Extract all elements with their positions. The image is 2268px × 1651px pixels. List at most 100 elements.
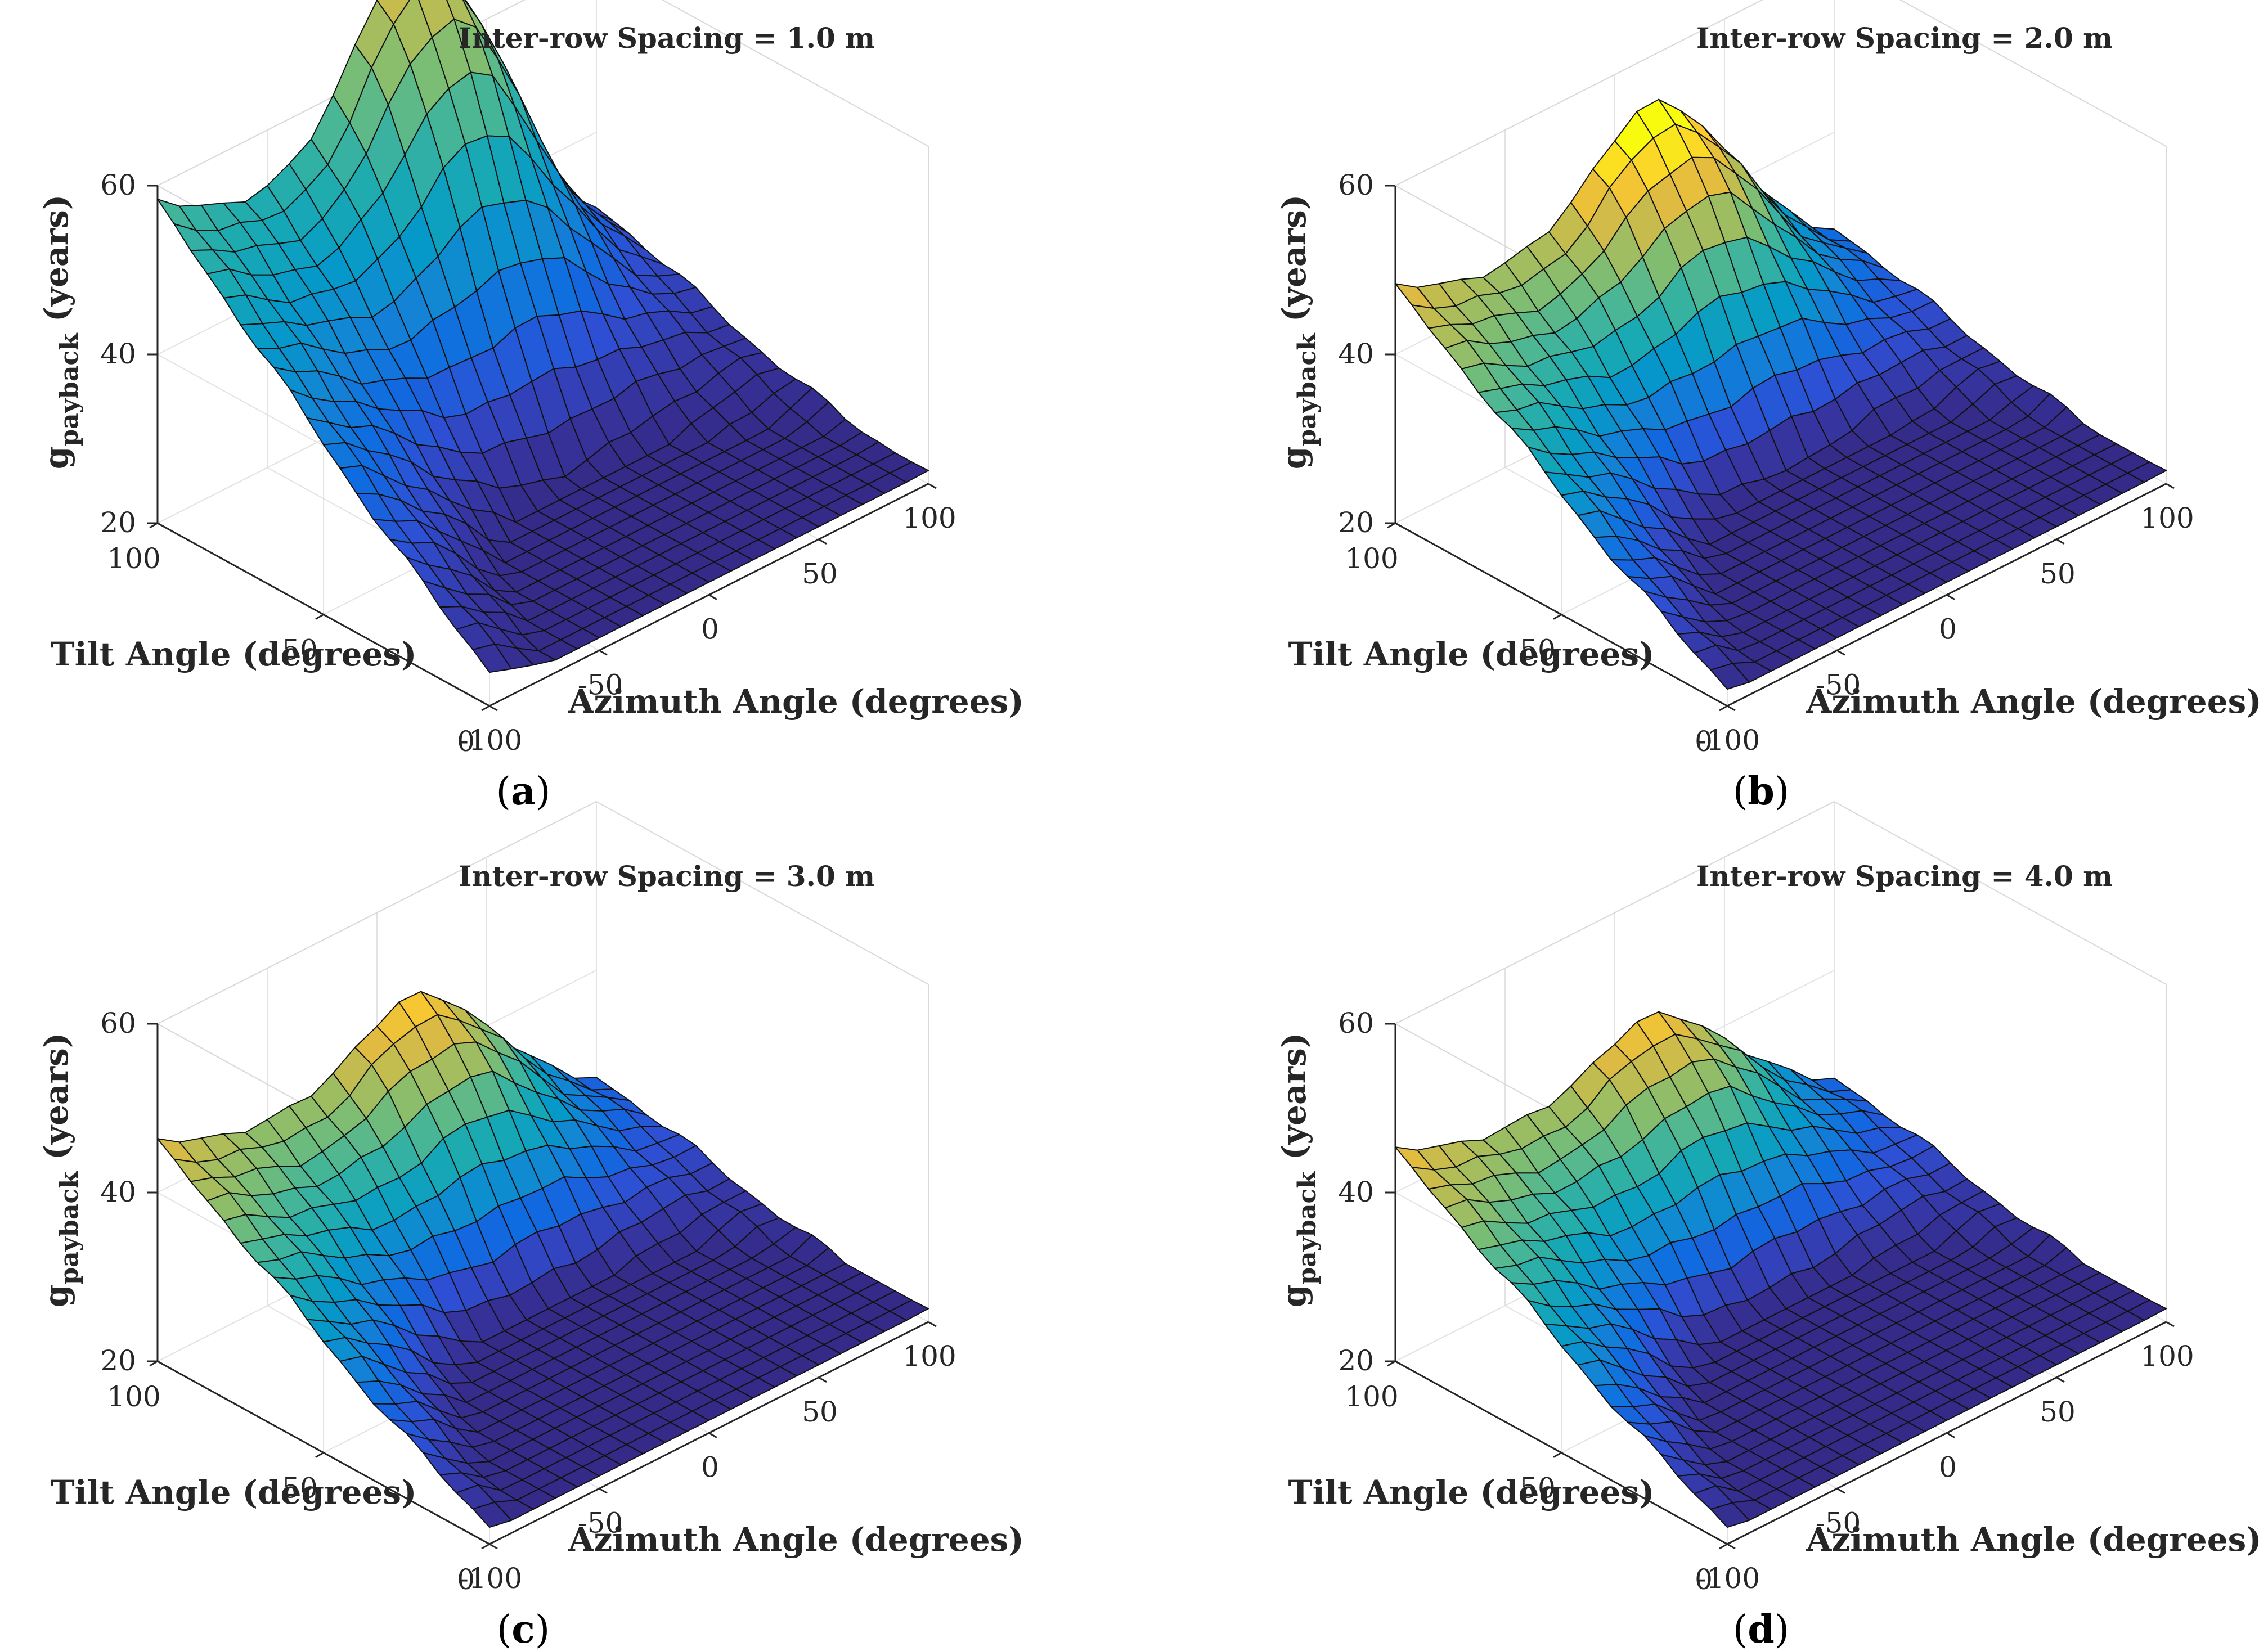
- azimuth-axis-label: Azimuth Angle (degrees): [568, 1520, 1023, 1559]
- panel-caption: (b): [1733, 769, 1790, 814]
- azimuth-tick-label: -50: [1816, 1506, 1861, 1539]
- tilt-tick-mark: [481, 1543, 490, 1550]
- payback-axis-label: gpayback (years): [37, 195, 84, 469]
- azimuth-tick-label: -50: [578, 1506, 623, 1539]
- azimuth-tick-label: 100: [902, 502, 956, 534]
- azimuth-axis-label: Azimuth Angle (degrees): [1806, 682, 2261, 721]
- payback-axis-label: gpayback (years): [1275, 1033, 1322, 1307]
- surface-patch: [472, 643, 512, 673]
- azimuth-tick-label: 100: [902, 1340, 956, 1373]
- azimuth-tick-mark: [2166, 483, 2175, 489]
- payback-surface: [157, 0, 929, 673]
- azimuth-tick-label: -100: [459, 1562, 522, 1595]
- tilt-tick-label: 100: [1345, 542, 1398, 575]
- tilt-axis-label: Tilt Angle (degrees): [51, 1473, 417, 1511]
- azimuth-tick-label: -100: [1697, 724, 1760, 757]
- panel-caption: (a): [496, 769, 550, 814]
- z-tick-label: 60: [1338, 1007, 1374, 1040]
- tilt-tick-label: 50: [1520, 634, 1556, 667]
- azimuth-tick-mark: [928, 483, 937, 489]
- azimuth-tick-label: 0: [701, 613, 719, 646]
- z-tick-label: 20: [100, 1344, 136, 1377]
- azimuth-tick-label: 50: [2040, 557, 2076, 590]
- tilt-axis-label: Tilt Angle (degrees): [1288, 635, 1655, 673]
- azimuth-tick-mark: [2056, 1376, 2065, 1383]
- azimuth-tick-mark: [489, 1543, 498, 1550]
- azimuth-tick-mark: [1946, 594, 1955, 600]
- z-tick-label: 60: [1338, 169, 1374, 201]
- azimuth-tick-label: 50: [2040, 1396, 2076, 1428]
- z-tick-label: 20: [1338, 1344, 1374, 1377]
- z-tick-label: 40: [1338, 338, 1374, 370]
- z-tick-label: 40: [1338, 1176, 1374, 1208]
- azimuth-tick-label: -50: [578, 668, 623, 701]
- azimuth-tick-mark: [708, 594, 717, 600]
- azimuth-tick-label: 100: [2140, 502, 2194, 534]
- tilt-axis-label: Tilt Angle (degrees): [1288, 1473, 1655, 1511]
- azimuth-tick-mark: [489, 705, 498, 712]
- azimuth-tick-label: -100: [1697, 1562, 1760, 1595]
- z-tick-label: 20: [1338, 506, 1374, 539]
- azimuth-tick-label: 100: [2140, 1340, 2194, 1373]
- azimuth-tick-mark: [1836, 1487, 1845, 1494]
- azimuth-tick-mark: [928, 1321, 937, 1328]
- azimuth-tick-mark: [1727, 705, 1736, 712]
- tilt-tick-label: 0: [1695, 725, 1713, 758]
- panel-caption: (d): [1733, 1607, 1790, 1651]
- azimuth-axis-label: Azimuth Angle (degrees): [568, 682, 1023, 721]
- tilt-tick-mark: [481, 705, 490, 712]
- azimuth-tick-mark: [2166, 1321, 2175, 1328]
- azimuth-axis-label: Azimuth Angle (degrees): [1806, 1520, 2261, 1559]
- tilt-tick-label: 100: [1345, 1380, 1398, 1413]
- z-tick-label: 40: [100, 338, 136, 370]
- azimuth-tick-label: 0: [1939, 1451, 1957, 1484]
- azimuth-tick-label: 0: [1939, 613, 1957, 646]
- tilt-tick-label: 50: [282, 1472, 318, 1505]
- payback-axis-label: gpayback (years): [37, 1033, 84, 1307]
- panel-title: Inter-row Spacing = 2.0 m: [1696, 21, 2113, 55]
- tilt-tick-label: 100: [107, 1380, 160, 1413]
- azimuth-tick-label: -50: [1816, 668, 1861, 701]
- azimuth-tick-mark: [1836, 649, 1845, 656]
- azimuth-tick-label: -100: [459, 724, 522, 757]
- tilt-tick-mark: [1719, 1543, 1728, 1550]
- payback-surface: [157, 991, 929, 1528]
- tilt-tick-label: 50: [282, 634, 318, 667]
- tilt-tick-label: 0: [457, 1563, 475, 1596]
- tilt-tick-mark: [1719, 705, 1728, 712]
- z-tick-label: 20: [100, 506, 136, 539]
- azimuth-tick-label: 50: [802, 557, 838, 590]
- tilt-tick-mark: [1553, 1452, 1562, 1458]
- azimuth-tick-mark: [818, 1376, 827, 1383]
- azimuth-tick-label: 0: [701, 1451, 719, 1484]
- tilt-tick-label: 50: [1520, 1472, 1556, 1505]
- panel-caption: (c): [497, 1607, 550, 1651]
- panel-title: Inter-row Spacing = 1.0 m: [459, 21, 875, 55]
- payback-surface: [1395, 98, 2167, 690]
- azimuth-tick-mark: [599, 649, 608, 656]
- tilt-tick-mark: [315, 1452, 324, 1458]
- azimuth-tick-mark: [599, 1487, 608, 1494]
- tilt-tick-mark: [1553, 614, 1562, 620]
- azimuth-tick-mark: [708, 1432, 717, 1438]
- z-tick-label: 40: [100, 1176, 136, 1208]
- surface-patch: [472, 1501, 512, 1528]
- tilt-tick-label: 0: [457, 725, 475, 758]
- panel-title: Inter-row Spacing = 3.0 m: [459, 860, 875, 893]
- surface-patch: [1710, 1502, 1750, 1528]
- azimuth-tick-mark: [818, 538, 827, 545]
- azimuth-tick-mark: [1727, 1543, 1736, 1550]
- tilt-tick-mark: [315, 614, 324, 620]
- azimuth-tick-mark: [1946, 1432, 1955, 1438]
- panel-title: Inter-row Spacing = 4.0 m: [1696, 860, 2113, 893]
- payback-axis-label: gpayback (years): [1275, 195, 1322, 469]
- payback-surface: [1395, 1011, 2167, 1528]
- azimuth-tick-mark: [2056, 538, 2065, 545]
